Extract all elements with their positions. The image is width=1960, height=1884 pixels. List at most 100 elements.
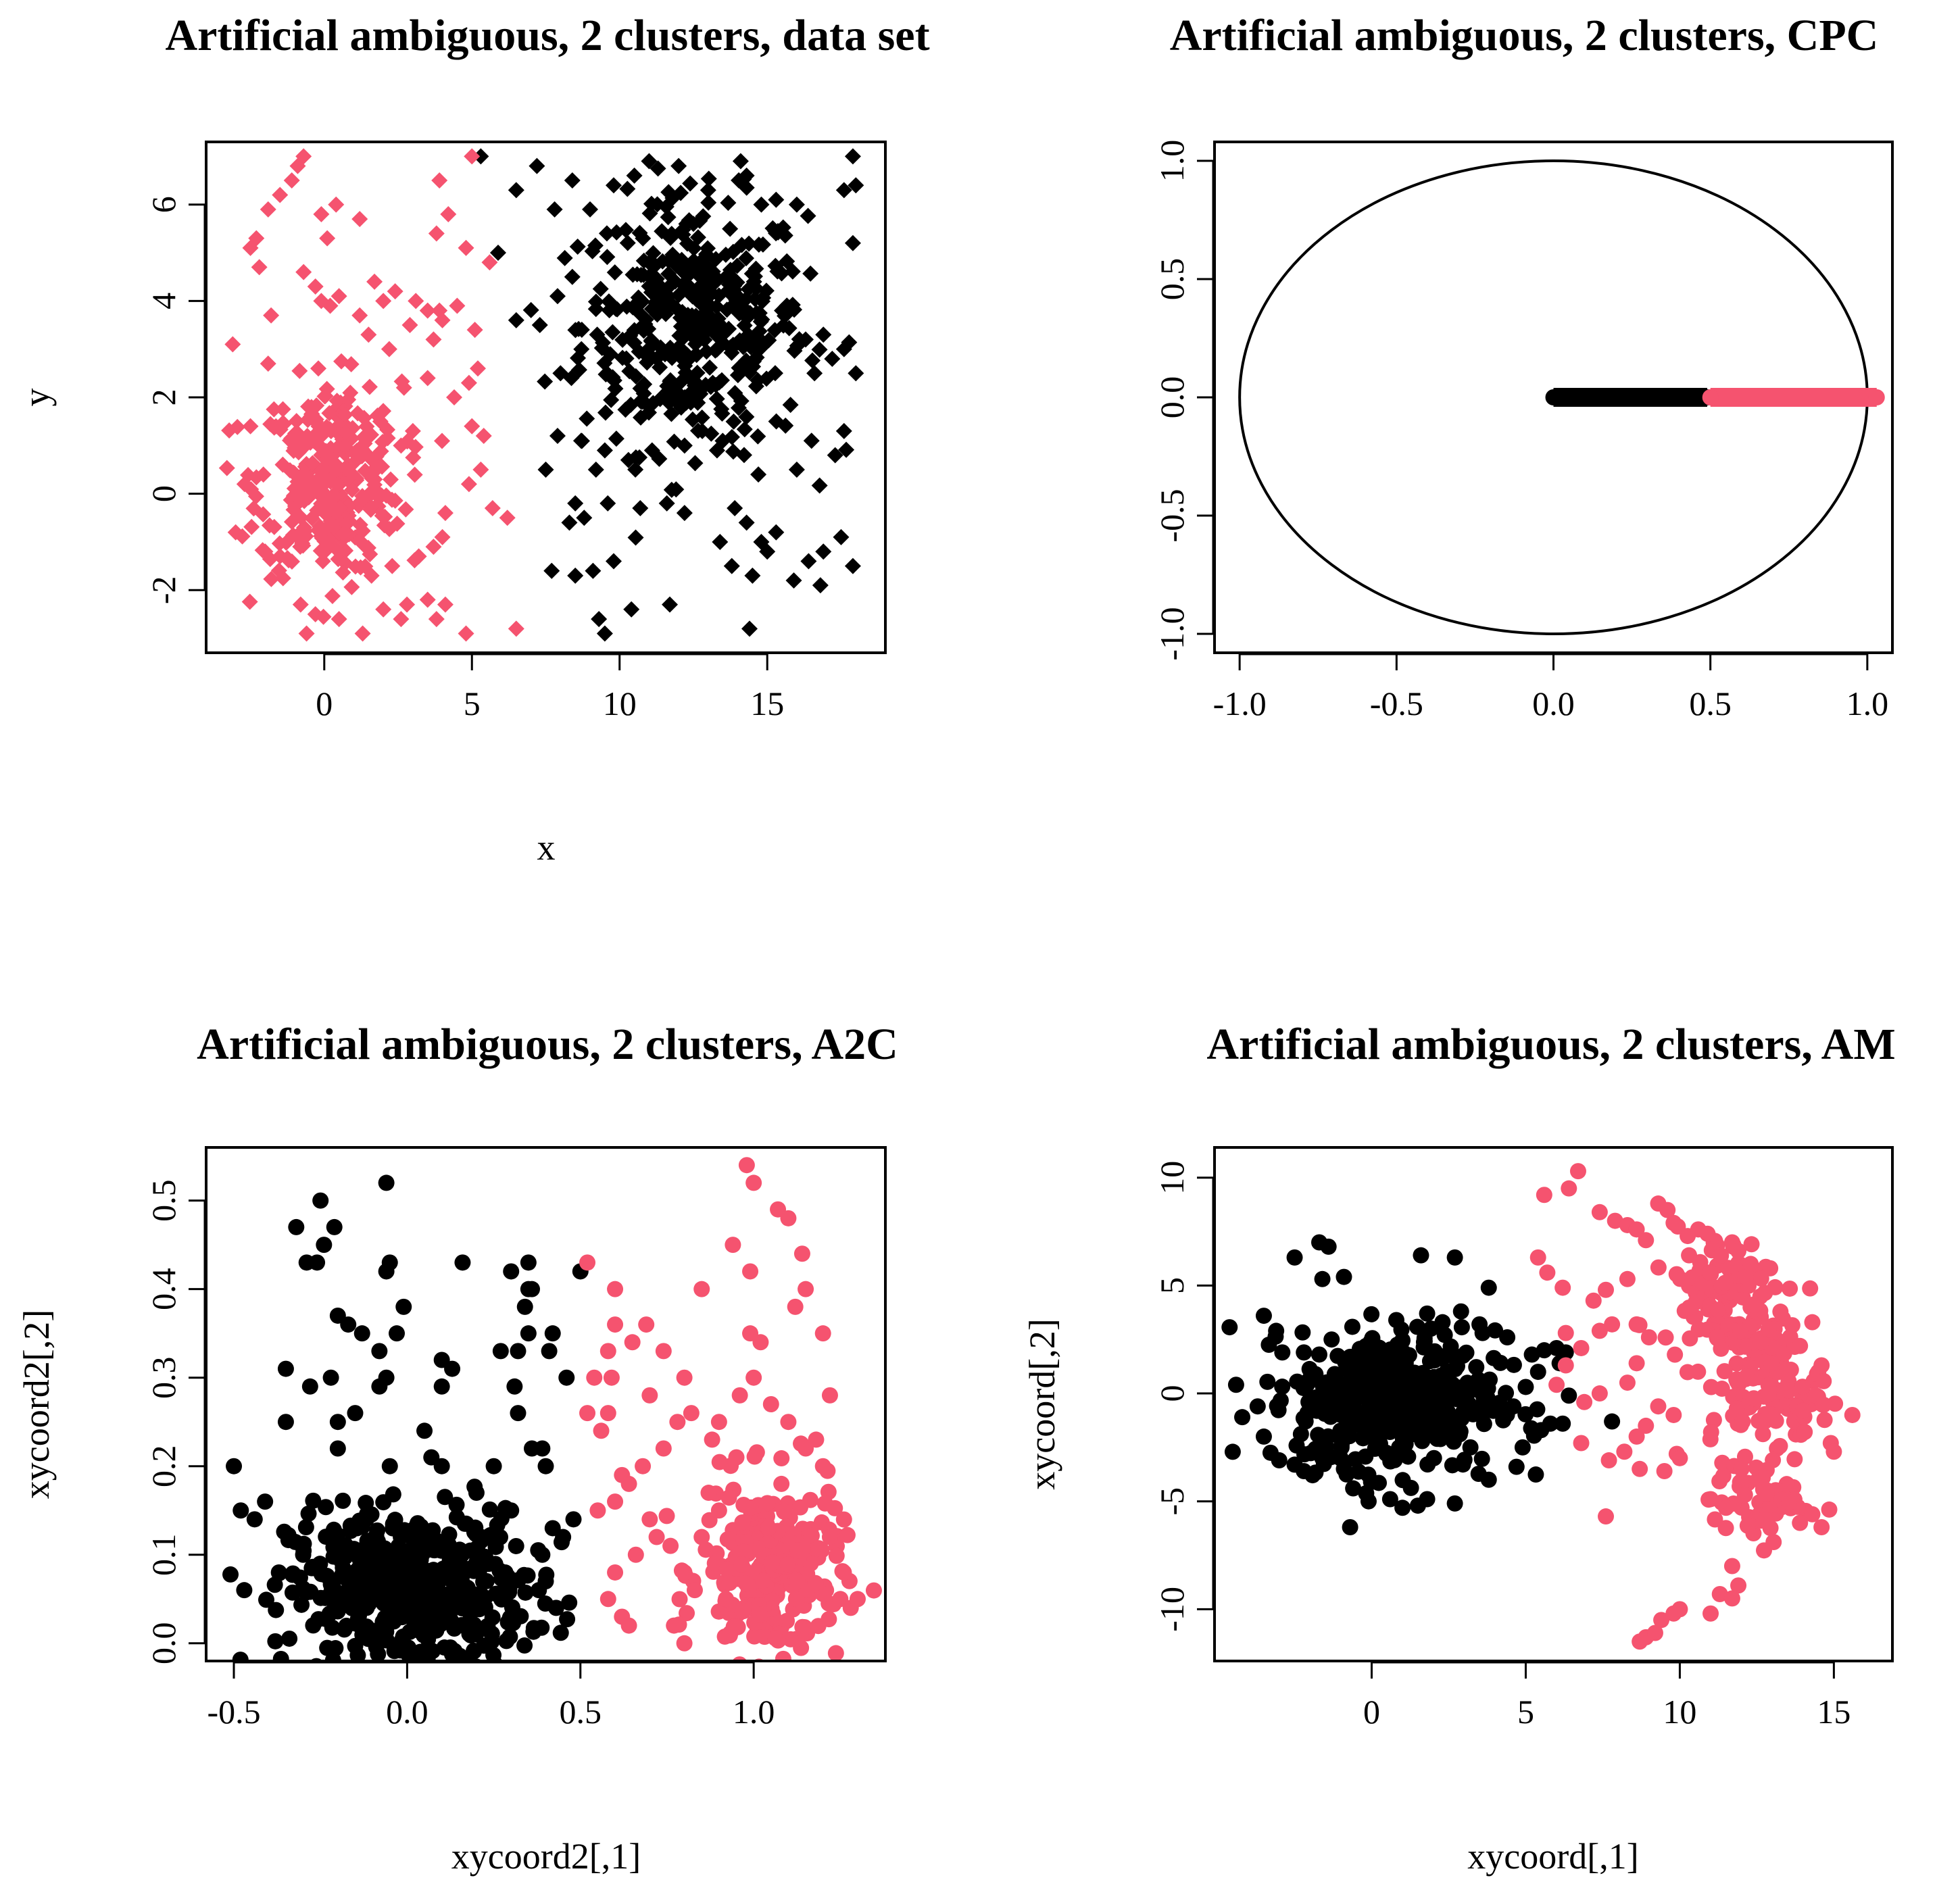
- scatter-point: [638, 1316, 655, 1333]
- scatter-point: [1446, 1249, 1463, 1266]
- scatter-point: [510, 1343, 526, 1360]
- scatter-point: [1573, 1435, 1590, 1452]
- scatter-point: [378, 1369, 395, 1386]
- scatter-point: [768, 413, 785, 430]
- scatter-point: [437, 505, 454, 522]
- scatter-point: [768, 524, 785, 541]
- scatter-point: [744, 567, 761, 584]
- scatter-point: [1536, 1187, 1552, 1204]
- scatter-point: [285, 526, 301, 543]
- scatter-point: [425, 539, 442, 555]
- scatter-point: [1468, 1359, 1485, 1376]
- scatter-point: [416, 1422, 433, 1439]
- scatter-point: [755, 289, 772, 306]
- scatter-point: [385, 1669, 401, 1685]
- scatter-point: [1444, 1457, 1461, 1474]
- scatter-point: [1432, 1431, 1449, 1447]
- scatter-point: [1561, 1387, 1577, 1404]
- scatter-point: [478, 1572, 495, 1589]
- scatter-points: [1238, 159, 1885, 635]
- scatter-point: [1868, 389, 1885, 405]
- scatter-point: [561, 514, 578, 531]
- scatter-point: [340, 1316, 357, 1333]
- x-tick-label: -1.0: [1213, 685, 1267, 722]
- scatter-point: [544, 1325, 561, 1342]
- scatter-point: [489, 1516, 506, 1533]
- scatter-point: [1728, 1400, 1745, 1417]
- scatter-point: [232, 1502, 249, 1519]
- scatter-point: [481, 1501, 498, 1518]
- x-tick-label: 5: [464, 685, 481, 722]
- scatter-point: [603, 1369, 620, 1386]
- scatter-point: [1505, 1356, 1522, 1373]
- scatter-point: [363, 567, 380, 584]
- x-tick-label: -0.5: [207, 1693, 260, 1731]
- scatter-point: [378, 1174, 395, 1191]
- scatter-point: [738, 408, 755, 425]
- scatter-point: [1705, 1412, 1722, 1429]
- scatter-point: [619, 234, 636, 251]
- scatter-point: [336, 1621, 353, 1638]
- scatter-point: [802, 1675, 818, 1691]
- scatter-point: [400, 1639, 417, 1656]
- scatter-point: [354, 1557, 371, 1574]
- scatter-point: [546, 201, 563, 218]
- scatter-point: [1345, 1480, 1362, 1497]
- scatter-point: [706, 1555, 723, 1572]
- scatter-point: [266, 1577, 283, 1593]
- scatter-point: [389, 515, 406, 532]
- scatter-point: [356, 537, 373, 554]
- scatter-point: [810, 1540, 827, 1557]
- scatter-point: [676, 1635, 693, 1652]
- scatter-point: [1314, 1270, 1331, 1287]
- scatter-point: [1413, 1247, 1429, 1264]
- scatter-point: [1591, 1322, 1608, 1339]
- scatter-point: [451, 1541, 468, 1558]
- scatter-point: [430, 1594, 447, 1611]
- scatter-point: [733, 298, 750, 315]
- scatter-point: [695, 208, 712, 225]
- panel-am: Artificial ambiguous, 2 clusters, AM 0 5 1…: [1022, 1020, 1896, 1877]
- scatter-point: [670, 157, 687, 174]
- scatter-point: [736, 317, 753, 334]
- y-axis-label: xycoord2[,2]: [16, 1310, 57, 1499]
- scatter-point: [827, 447, 843, 464]
- scatter-point: [596, 625, 613, 642]
- scatter-point: [1702, 1379, 1719, 1395]
- scatter-point: [318, 380, 335, 397]
- scatter-point: [591, 611, 608, 628]
- y-tick-label: -5: [1153, 1487, 1191, 1516]
- scatter-point: [631, 449, 648, 466]
- scatter-point: [537, 1573, 554, 1590]
- scatter-point: [398, 1527, 415, 1543]
- scatter-point: [727, 500, 743, 517]
- scatter-point: [676, 505, 693, 522]
- scatter-point: [821, 1529, 838, 1545]
- scatter-point: [725, 413, 742, 430]
- scatter-point: [848, 177, 864, 194]
- scatter-point: [288, 413, 305, 430]
- x-axis-label: x: [537, 827, 556, 868]
- scatter-point: [1342, 1519, 1358, 1536]
- scatter-point: [806, 365, 823, 382]
- scatter-point: [865, 1582, 882, 1599]
- scatter-point: [1763, 1355, 1780, 1372]
- panel-a2c: Artificial ambiguous, 2 clusters, A2C -0…: [16, 1020, 898, 1877]
- scatter-point: [559, 1611, 576, 1628]
- scatter-point: [260, 355, 276, 372]
- scatter-point: [364, 1670, 381, 1687]
- scatter-point: [607, 1564, 624, 1581]
- scatter-point: [579, 1405, 596, 1422]
- scatter-point: [1813, 1357, 1830, 1374]
- scatter-point: [1360, 1409, 1377, 1426]
- scatter-point: [712, 533, 729, 550]
- x-tick-label: 15: [1817, 1693, 1851, 1731]
- scatter-point: [1315, 1377, 1331, 1394]
- scatter-point: [676, 1564, 693, 1581]
- scatter-point: [601, 302, 618, 319]
- scatter-point: [549, 428, 566, 445]
- scatter-point: [350, 497, 367, 514]
- scatter-point: [737, 1575, 754, 1592]
- scatter-point: [360, 1595, 377, 1612]
- scatter-point: [1394, 1333, 1411, 1349]
